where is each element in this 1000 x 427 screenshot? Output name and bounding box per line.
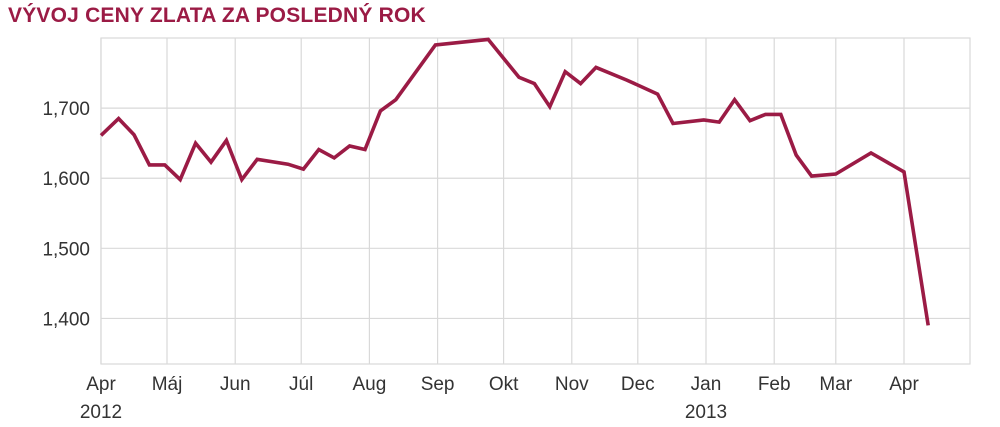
gold-price-line [99, 37, 930, 326]
x-tick-label: Aug [352, 374, 386, 395]
x-year-label: 2012 [80, 402, 122, 423]
y-tick-label: 1,400 [42, 309, 90, 330]
x-tick-label: Jun [220, 374, 251, 395]
x-tick-label: Mar [819, 374, 852, 395]
y-tick-label: 1,600 [42, 169, 90, 190]
x-tick-label: Okt [489, 374, 519, 395]
x-year-label: 2013 [685, 402, 727, 423]
x-tick-label: Apr [889, 374, 919, 395]
y-tick-label: 1,500 [42, 239, 90, 260]
x-tick-label: Nov [555, 374, 589, 395]
chart-title: VÝVOJ CENY ZLATA ZA POSLEDNÝ ROK [8, 4, 426, 27]
x-tick-label: Feb [758, 374, 791, 395]
x-tick-label: Júl [289, 374, 313, 395]
y-tick-label: 1,700 [42, 99, 90, 120]
x-tick-label: Jan [691, 374, 722, 395]
x-tick-label: Máj [152, 374, 183, 395]
x-tick-label: Apr [86, 374, 116, 395]
x-tick-label: Sep [421, 374, 455, 395]
x-tick-label: Dec [621, 374, 655, 395]
